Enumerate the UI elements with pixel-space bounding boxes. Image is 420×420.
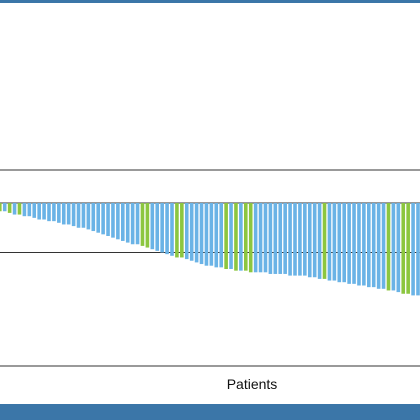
bar — [81, 203, 86, 228]
bar — [258, 203, 263, 273]
bar — [209, 203, 214, 266]
bar — [121, 203, 125, 241]
bar — [52, 203, 56, 222]
bar — [111, 203, 115, 238]
bar — [140, 203, 145, 246]
bar — [184, 203, 189, 260]
bar — [322, 203, 327, 279]
bar — [376, 203, 381, 289]
bar — [17, 203, 22, 215]
top-band — [0, 0, 420, 3]
bar — [42, 203, 46, 220]
bar — [239, 203, 243, 271]
bar — [27, 203, 32, 217]
bar — [416, 203, 420, 296]
bar — [352, 203, 356, 284]
bar — [219, 203, 223, 268]
bar — [145, 203, 150, 248]
bar — [278, 203, 283, 274]
bar — [204, 203, 209, 266]
bar — [342, 203, 346, 283]
bar — [170, 203, 174, 256]
bar — [253, 203, 258, 273]
bar — [332, 203, 337, 281]
bar — [312, 203, 317, 278]
bar — [101, 203, 105, 235]
bar — [248, 203, 253, 273]
bar — [327, 203, 332, 281]
bar — [96, 203, 100, 233]
bar — [165, 203, 169, 255]
bar — [303, 203, 307, 276]
bar — [244, 203, 248, 271]
bar — [61, 203, 66, 225]
bar — [91, 203, 96, 232]
bar — [401, 203, 406, 294]
bar — [214, 203, 219, 268]
bar — [22, 203, 27, 217]
bar — [298, 203, 302, 276]
bar — [381, 203, 386, 289]
bar — [199, 203, 204, 265]
bar — [0, 203, 2, 212]
bar — [396, 203, 401, 293]
bar — [47, 203, 51, 222]
bar — [283, 203, 287, 274]
bar — [371, 203, 376, 288]
bar — [411, 203, 415, 296]
bar — [175, 203, 179, 258]
bar — [224, 203, 228, 269]
bar — [288, 203, 292, 276]
bar — [307, 203, 312, 278]
bar — [194, 203, 199, 263]
bar — [106, 203, 110, 236]
bar — [367, 203, 371, 288]
bar — [189, 203, 194, 261]
bar — [37, 203, 41, 220]
bar — [386, 203, 391, 291]
bar — [160, 203, 164, 253]
bar — [66, 203, 71, 225]
bar — [130, 203, 135, 245]
bar — [273, 203, 278, 274]
bar — [406, 203, 410, 294]
bar — [347, 203, 351, 284]
bar — [357, 203, 361, 286]
bar — [362, 203, 366, 286]
bar — [391, 203, 396, 291]
bar — [71, 203, 76, 227]
bar — [135, 203, 140, 245]
bar — [180, 203, 184, 258]
bar — [125, 203, 130, 243]
bar — [57, 203, 61, 223]
bar — [12, 203, 17, 215]
bar — [293, 203, 297, 276]
bar — [2, 203, 7, 212]
bar — [150, 203, 155, 250]
bar — [116, 203, 120, 240]
bottom-band — [0, 404, 420, 420]
bar — [229, 203, 233, 269]
bar — [86, 203, 91, 230]
bar — [234, 203, 238, 271]
bar — [337, 203, 342, 283]
bar — [76, 203, 81, 228]
bar — [263, 203, 268, 273]
bar — [317, 203, 322, 279]
bar — [7, 203, 12, 213]
bar — [268, 203, 273, 274]
bars — [0, 203, 420, 296]
x-axis-label: Patients — [226, 376, 278, 392]
bar — [155, 203, 160, 251]
bar — [32, 203, 37, 218]
